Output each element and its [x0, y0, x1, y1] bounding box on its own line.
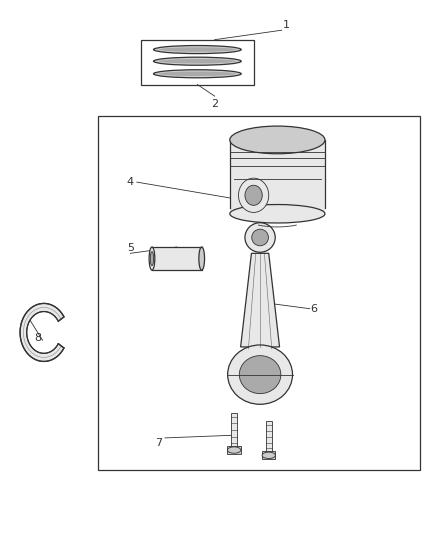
Ellipse shape — [245, 185, 262, 205]
Bar — [98, 116, 420, 470]
Ellipse shape — [228, 345, 293, 405]
Bar — [231, 413, 237, 447]
Text: 1: 1 — [283, 20, 290, 30]
Ellipse shape — [159, 47, 236, 52]
Ellipse shape — [154, 70, 241, 78]
Ellipse shape — [262, 452, 276, 458]
Polygon shape — [20, 303, 64, 361]
Ellipse shape — [227, 447, 241, 453]
Ellipse shape — [245, 223, 275, 252]
Ellipse shape — [199, 247, 205, 270]
Bar — [230, 140, 325, 214]
Ellipse shape — [154, 57, 241, 65]
Text: 4: 4 — [127, 177, 134, 187]
Bar — [152, 247, 202, 270]
Ellipse shape — [252, 229, 268, 246]
Ellipse shape — [150, 252, 154, 265]
Bar — [262, 451, 276, 459]
Bar — [266, 421, 272, 452]
Text: 6: 6 — [311, 304, 318, 314]
Polygon shape — [240, 253, 279, 347]
Ellipse shape — [149, 247, 155, 270]
Bar — [141, 39, 254, 85]
Text: 5: 5 — [127, 243, 134, 253]
Ellipse shape — [230, 126, 325, 154]
Bar — [227, 446, 241, 454]
Ellipse shape — [159, 59, 236, 63]
Text: 8: 8 — [35, 333, 42, 343]
Text: 2: 2 — [211, 99, 218, 109]
Ellipse shape — [159, 71, 236, 76]
Ellipse shape — [230, 205, 325, 223]
Ellipse shape — [238, 178, 269, 213]
Ellipse shape — [154, 45, 241, 54]
Ellipse shape — [239, 356, 281, 393]
Text: 7: 7 — [155, 438, 162, 448]
